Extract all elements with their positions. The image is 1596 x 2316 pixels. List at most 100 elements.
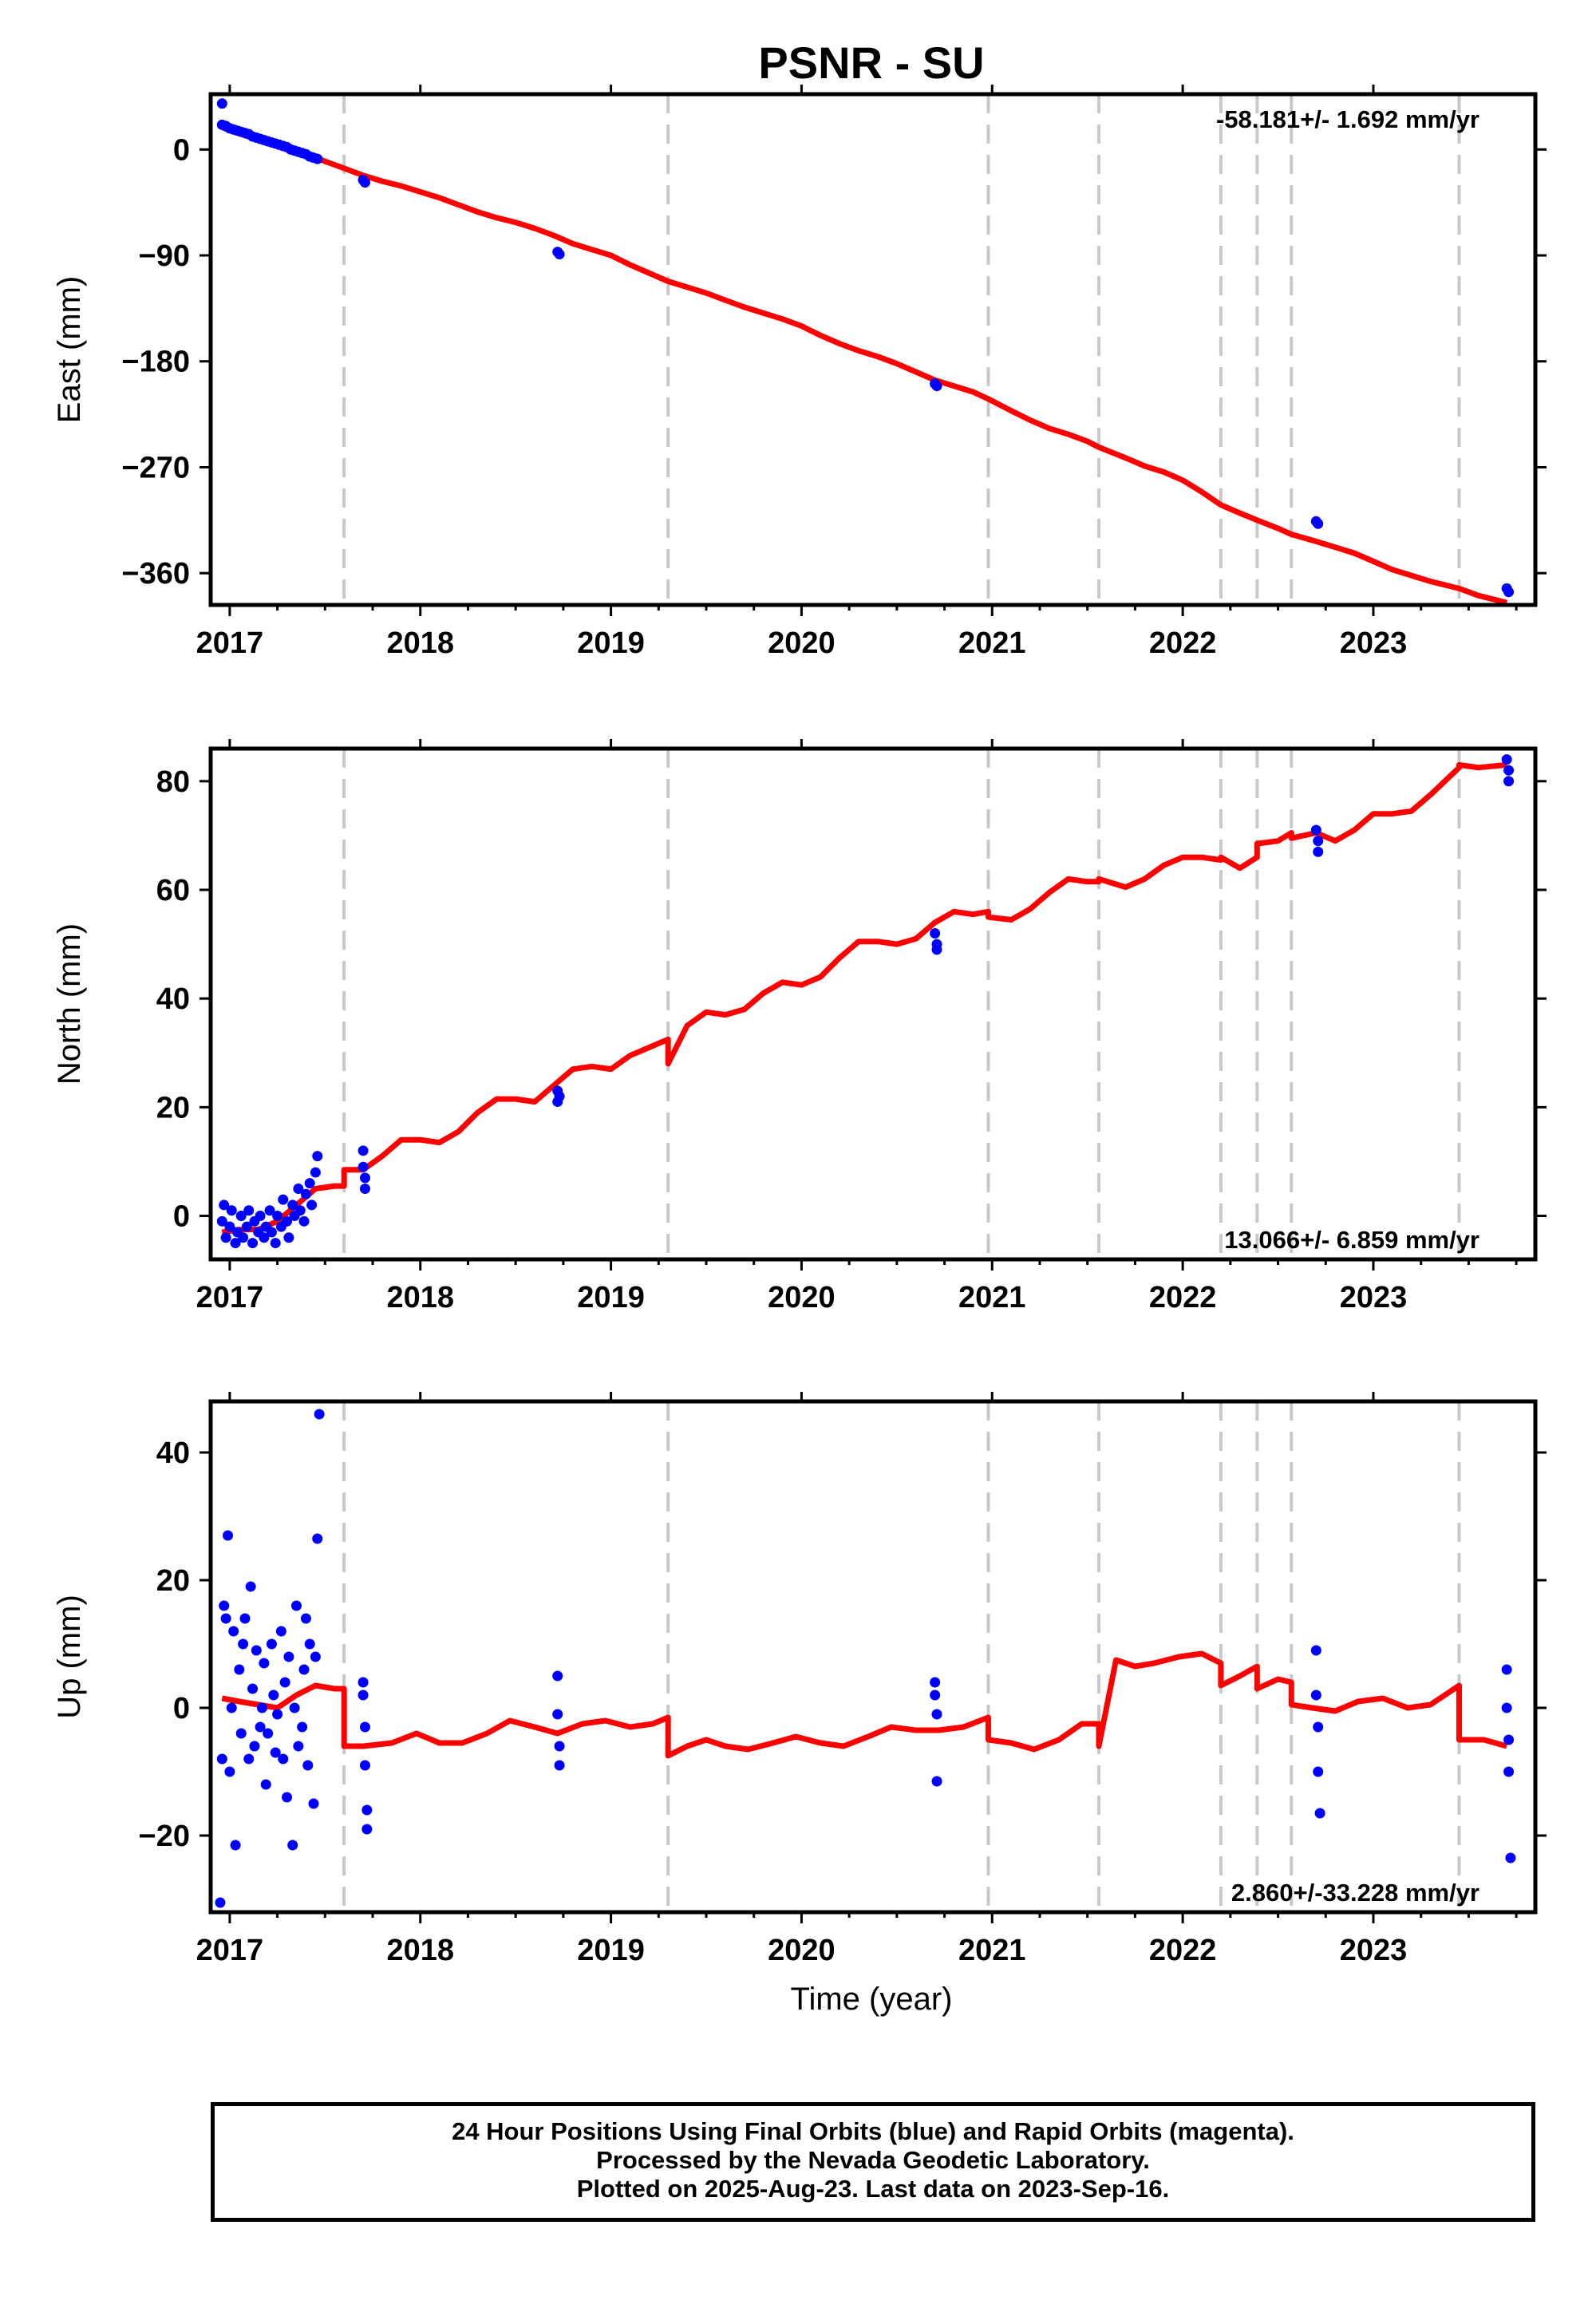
data-point: [266, 1227, 277, 1238]
data-point: [224, 1766, 235, 1777]
data-point: [294, 1205, 306, 1216]
data-point: [219, 1600, 230, 1611]
data-point: [270, 1747, 281, 1758]
data-point: [283, 1232, 294, 1243]
model-line: [221, 761, 1507, 1235]
y-tick-label: 20: [156, 1564, 190, 1598]
rate-annotation: 13.066+/- 6.859 mm/yr: [1224, 1226, 1479, 1254]
data-point: [931, 381, 942, 392]
data-point: [300, 1613, 311, 1624]
caption-line-3: Plotted on 2025-Aug-23. Last data on 202…: [576, 2175, 1170, 2203]
panel-1: 2017 2018 2019 2020 2021 2022 2023 0 −90 −180 −270…: [52, 85, 1547, 660]
data-point: [304, 1638, 315, 1650]
data-point: [282, 1792, 293, 1803]
x-tick-label: 2023: [1340, 626, 1408, 660]
data-point: [358, 1690, 369, 1701]
data-point: [358, 1145, 369, 1156]
y-tick-label: 60: [156, 874, 190, 907]
data-point: [312, 1533, 323, 1544]
x-tick-label: 2017: [196, 1934, 264, 1967]
data-point: [247, 1683, 259, 1694]
data-point: [310, 1651, 321, 1662]
data-point: [1310, 824, 1321, 836]
x-tick-label: 2020: [768, 1934, 836, 1967]
data-point: [359, 177, 370, 188]
data-point: [235, 1728, 247, 1739]
y-axis-label: East (mm): [52, 276, 87, 423]
data-point: [1313, 846, 1324, 857]
panel-3: 2017 2018 2019 2020 2021 2022 2023 40 20 0 −20 Up (…: [52, 1392, 1547, 1967]
caption-box: 24 Hour Positions Using Final Orbits (bl…: [211, 2102, 1535, 2222]
data-point: [259, 1658, 270, 1669]
x-tick-label: 2018: [386, 1934, 454, 1967]
x-tick-label: 2020: [768, 1281, 836, 1314]
y-axis-label: Up (mm): [52, 1595, 87, 1719]
model-line: [220, 124, 1508, 605]
data-point: [255, 1721, 266, 1733]
data-point: [251, 1645, 262, 1656]
data-point: [247, 1238, 259, 1249]
data-point: [1503, 1766, 1515, 1777]
data-point: [245, 1581, 256, 1592]
data-point: [278, 1194, 289, 1205]
data-point: [256, 1702, 267, 1713]
data-point: [1310, 1690, 1321, 1701]
data-point: [297, 1721, 308, 1733]
data-point: [287, 1840, 298, 1851]
data-point: [230, 1238, 241, 1249]
data-point: [931, 1709, 942, 1720]
y-tick-label: −360: [121, 557, 190, 591]
x-tick-label: 2021: [958, 626, 1026, 660]
data-point: [1503, 765, 1515, 776]
data-point: [361, 1804, 373, 1816]
x-tick-label: 2018: [386, 626, 454, 660]
data-point: [298, 1664, 310, 1675]
data-point: [238, 1638, 249, 1650]
data-point: [264, 1205, 275, 1216]
data-point: [259, 1232, 270, 1243]
x-tick-label: 2018: [386, 1281, 454, 1314]
data-point: [358, 1161, 369, 1172]
data-point: [300, 1188, 311, 1199]
data-point: [931, 944, 942, 955]
data-point: [243, 1205, 255, 1216]
caption-line-2: Processed by the Nevada Geodetic Laborat…: [596, 2146, 1150, 2174]
data-point: [552, 1709, 563, 1720]
y-tick-label: 0: [173, 1200, 190, 1234]
data-point: [216, 1753, 227, 1765]
data-point: [358, 1677, 369, 1688]
data-point: [268, 1690, 279, 1701]
data-point: [1503, 1734, 1515, 1745]
plot-frame: [208, 1399, 1538, 1915]
data-point: [1501, 754, 1512, 765]
data-point: [255, 1211, 266, 1222]
y-tick-label: 80: [156, 765, 190, 799]
y-tick-label: −90: [139, 239, 190, 273]
chart-title: PSNR - SU: [758, 38, 984, 88]
x-tick-label: 2020: [768, 626, 836, 660]
data-point: [234, 1664, 245, 1675]
data-point: [238, 1232, 249, 1243]
data-point: [263, 1728, 274, 1739]
data-point: [1313, 518, 1324, 529]
y-tick-label: 0: [173, 1692, 190, 1725]
x-tick-label: 2021: [958, 1934, 1026, 1967]
data-point: [216, 1215, 227, 1227]
y-tick-label: 40: [156, 1437, 190, 1470]
data-point: [215, 1897, 226, 1908]
data-point: [930, 1677, 941, 1688]
model-line: [221, 1650, 1508, 1759]
data-point: [312, 1151, 323, 1162]
data-point: [216, 98, 227, 109]
data-point: [308, 1798, 319, 1809]
data-point: [226, 1702, 237, 1713]
data-point: [554, 1091, 565, 1102]
data-point: [270, 1238, 281, 1249]
data-point: [304, 1178, 315, 1189]
x-tick-label: 2023: [1340, 1281, 1408, 1314]
data-point: [287, 1199, 298, 1211]
y-tick-label: −270: [121, 451, 190, 484]
data-point: [235, 1211, 247, 1222]
data-point: [1505, 1852, 1516, 1863]
